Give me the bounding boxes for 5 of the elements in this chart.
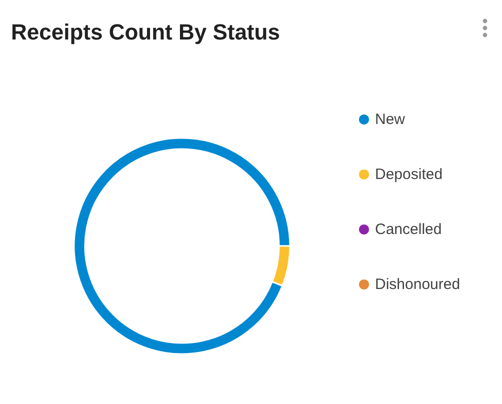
legend-label: Dishonoured xyxy=(375,276,460,293)
legend-label: Cancelled xyxy=(375,221,442,238)
legend-label: Deposited xyxy=(375,166,443,183)
legend-label: New xyxy=(375,111,406,128)
chart-title: Receipts Count By Status xyxy=(11,20,280,44)
